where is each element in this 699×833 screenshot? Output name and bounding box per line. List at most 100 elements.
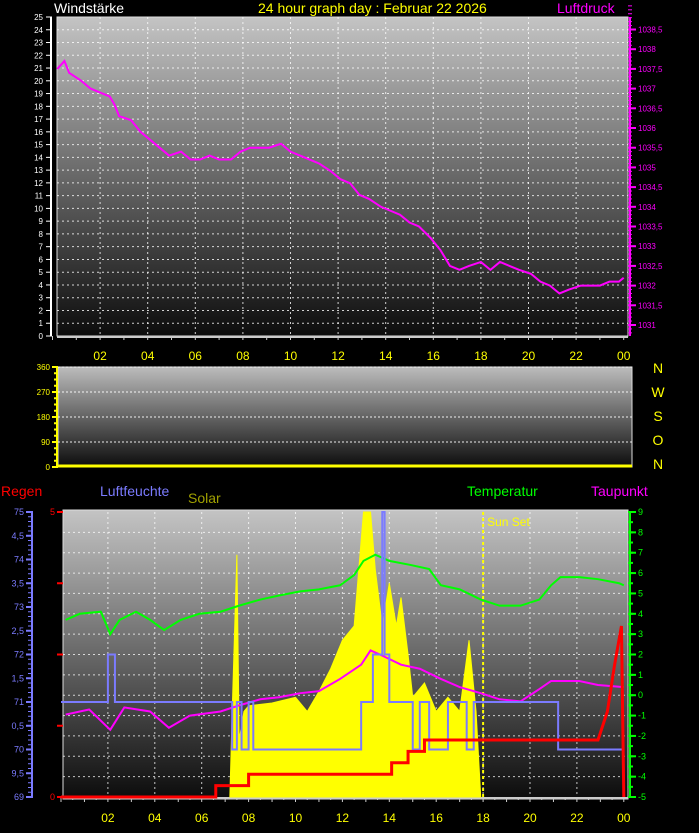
pressure-axis-label: 1034: [638, 203, 656, 212]
time-axis-label: 06: [195, 811, 209, 825]
temperature-axis-label: -3: [638, 751, 646, 761]
humidity-axis-label: 0,5: [11, 721, 24, 731]
plot-area: [57, 366, 633, 468]
pressure-axis-label: 1038,5: [638, 26, 663, 35]
wind-axis-label: 17: [34, 115, 43, 124]
wind-axis-label: 10: [34, 204, 43, 213]
time-axis-label: 04: [148, 811, 162, 825]
temperature-axis-label: -4: [638, 772, 646, 782]
pressure-line: [56, 59, 625, 295]
time-axis-label: 12: [336, 811, 350, 825]
temperature-axis-label: 2: [638, 650, 643, 660]
plot-area: [56, 16, 629, 337]
compass-label: N: [653, 456, 663, 472]
time-axis-label: 06: [189, 349, 203, 363]
wind-axis-label: 1: [39, 319, 44, 328]
direction-axis-label: 180: [37, 413, 51, 422]
pressure-axis-label: 1031,5: [638, 301, 663, 310]
wind-axis-label: 3: [39, 294, 44, 303]
wind-axis-label: 22: [34, 51, 43, 60]
pressure-axis-label: 1035,5: [638, 144, 663, 153]
temperature-axis-label: -5: [638, 792, 646, 802]
compass-label: N: [653, 360, 663, 376]
pressure-label: Luftdruck: [557, 0, 616, 16]
time-axis-label: 18: [474, 349, 488, 363]
wind-axis-label: 25: [34, 13, 43, 22]
time-axis-label: 22: [570, 811, 584, 825]
temperature-axis-label: -2: [638, 731, 646, 741]
humidity-axis-label: 69: [14, 792, 24, 802]
temperature-axis-label: 9: [638, 507, 643, 517]
compass-label: W: [651, 384, 665, 400]
rain-line: [61, 625, 626, 799]
pressure-axis-label: 1031: [638, 321, 656, 330]
time-axis-label: 00: [617, 349, 631, 363]
pressure-axis-label: 1036: [638, 124, 656, 133]
wind-axis-label: 8: [39, 230, 44, 239]
temperature-axis-label: -1: [638, 711, 646, 721]
wind-axis-label: 18: [34, 102, 43, 111]
pressure-axis-label: 1034,5: [638, 183, 663, 192]
wind-axis-label: 9: [39, 217, 44, 226]
pressure-axis-label: 1038: [638, 45, 656, 54]
time-axis-label: 18: [476, 811, 490, 825]
sunset-label: Sun Set: [487, 515, 530, 529]
wind-axis-label: 21: [34, 64, 43, 73]
humidity-axis-label: 74: [14, 555, 24, 565]
time-axis-label: 08: [236, 349, 250, 363]
time-axis-label: 02: [93, 349, 107, 363]
time-axis-label: 10: [289, 811, 303, 825]
pressure-axis-label: 1033: [638, 242, 656, 251]
dewpoint-line: [65, 649, 624, 732]
humidity-line: [61, 511, 624, 751]
wind-axis-label: 23: [34, 39, 43, 48]
wind-axis-label: 19: [34, 90, 43, 99]
direction-axis-label: 270: [37, 388, 51, 397]
humidity-axis-label: 72: [14, 650, 24, 660]
time-axis-label: 00: [617, 811, 631, 825]
pressure-axis-label: 1037,5: [638, 65, 663, 74]
humidity-label: Luftfeuchte: [100, 483, 169, 499]
direction-axis-label: 360: [37, 363, 51, 372]
pressure-axis-label: 1032,5: [638, 262, 663, 271]
humidity-axis-label: 71: [14, 697, 24, 707]
wind-axis-label: 7: [39, 243, 44, 252]
temperature-axis-label: 6: [638, 568, 643, 578]
time-axis-label: 08: [242, 811, 256, 825]
humidity-axis-label: 70: [14, 745, 24, 755]
rain-axis-label: 0: [50, 792, 55, 802]
dewpoint-label: Taupunkt: [591, 483, 648, 499]
wind-axis-label: 5: [39, 268, 44, 277]
time-axis-label: 16: [430, 811, 444, 825]
humidity-axis-label: 4,5: [11, 531, 24, 541]
time-axis-label: 14: [383, 811, 397, 825]
temperature-axis-label: 5: [638, 588, 643, 598]
temperature-axis-label: 7: [638, 548, 643, 558]
humidity-axis-label: 2,5: [11, 626, 24, 636]
humidity-axis-label: 3,5: [11, 578, 24, 588]
humidity-axis-label: 75: [14, 507, 24, 517]
time-axis-label: 04: [141, 349, 155, 363]
pressure-axis-label: 1036,5: [638, 104, 663, 113]
temperature-axis-label: 3: [638, 629, 643, 639]
time-axis-label: 20: [523, 811, 537, 825]
rain-axis-label: 5: [50, 507, 55, 517]
compass-label: O: [653, 432, 664, 448]
wind-axis-label: 4: [39, 281, 44, 290]
temperature-axis-label: 1: [638, 670, 643, 680]
time-axis-label: 12: [331, 349, 345, 363]
wind-axis-label: 16: [34, 128, 43, 137]
wind-axis-label: 24: [34, 26, 43, 35]
wind-axis-label: 12: [34, 179, 43, 188]
temperature-axis-label: 4: [638, 609, 643, 619]
wind-axis-label: 13: [34, 166, 43, 175]
solar-label: Solar: [188, 490, 221, 506]
chart-title: 24 hour graph day : Februar 22 2026: [258, 0, 487, 16]
humidity-axis-label: 1,5: [11, 673, 24, 683]
time-axis-label: 20: [522, 349, 536, 363]
pressure-axis-label: 1032: [638, 282, 656, 291]
temperature-line: [65, 553, 625, 637]
wind-axis-label: 14: [34, 153, 43, 162]
wind-axis-label: 6: [39, 255, 44, 264]
